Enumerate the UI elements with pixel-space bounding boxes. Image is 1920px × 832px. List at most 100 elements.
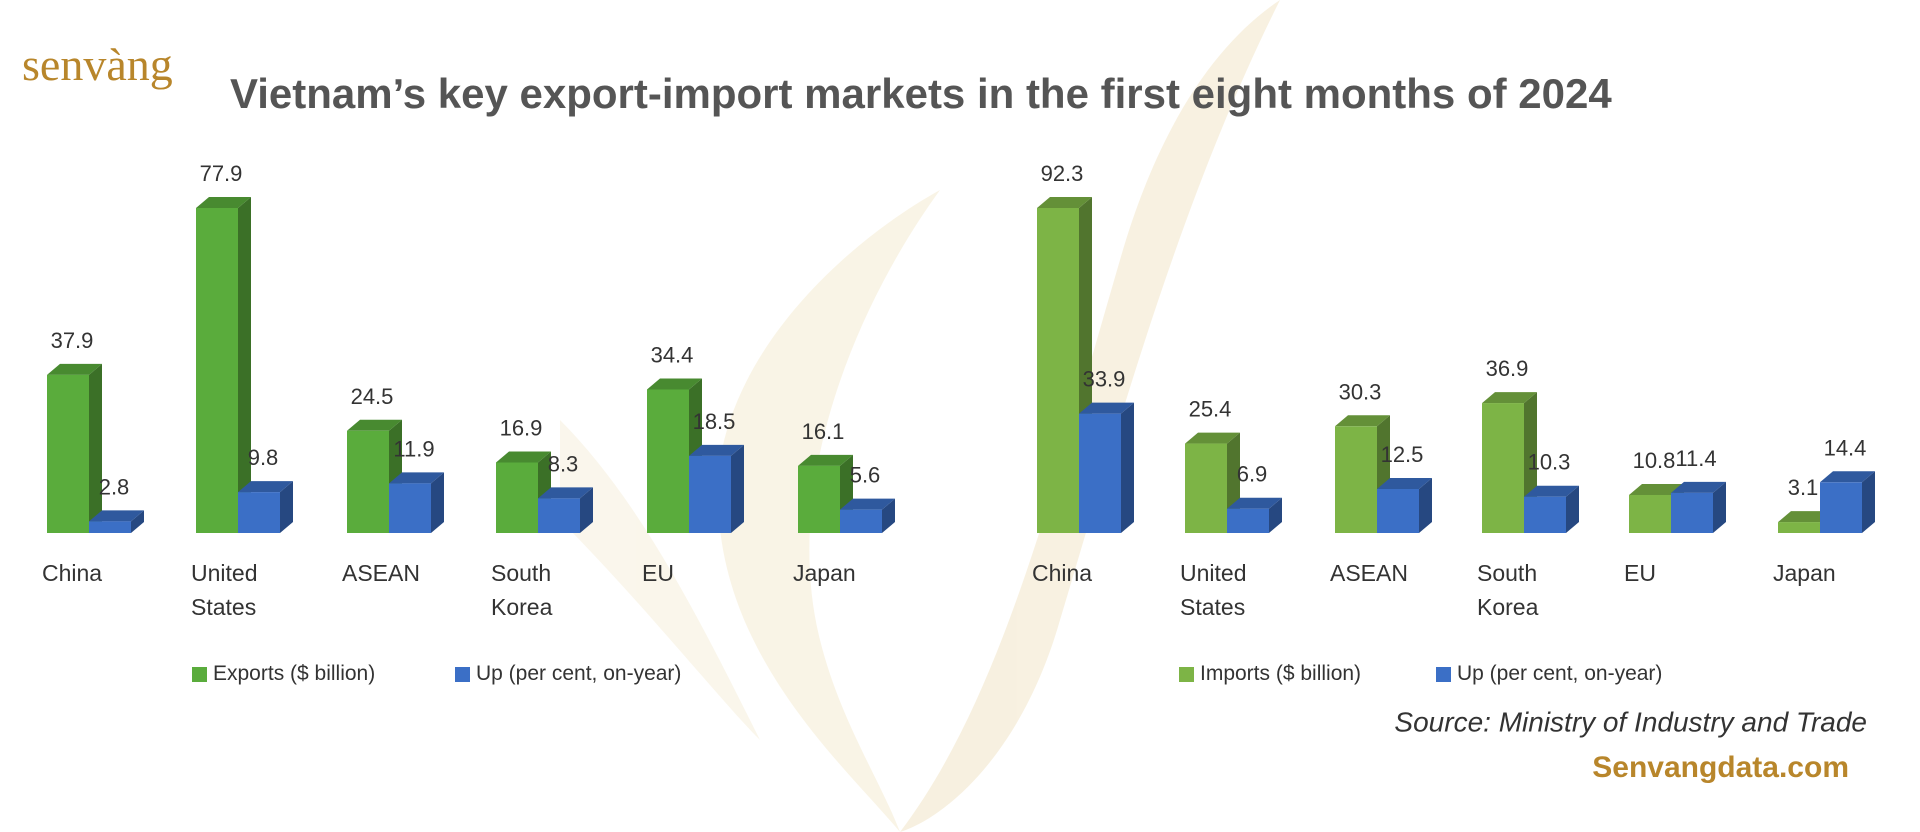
- bar: [1037, 208, 1079, 533]
- bar-top: [1778, 511, 1833, 523]
- bar-side: [238, 197, 251, 533]
- bar-side: [1419, 477, 1432, 533]
- x-tick-label: Japan: [1773, 560, 1836, 586]
- bar-top: [496, 451, 551, 463]
- bar-top: [689, 444, 744, 456]
- x-tick-label: South Korea: [1477, 560, 1539, 620]
- bar-top: [1629, 483, 1684, 495]
- legend-label: Exports ($ billion): [213, 662, 376, 685]
- bar: [389, 483, 431, 533]
- legend-item: Imports ($ billion): [1179, 662, 1361, 686]
- x-tick-label: EU: [1624, 560, 1656, 586]
- bar-side: [1862, 471, 1875, 533]
- bar-side: [731, 444, 744, 533]
- legend-swatch: [455, 666, 470, 682]
- legend-label: Up (per cent, on-year): [1457, 662, 1663, 685]
- bar-top: [1227, 497, 1282, 509]
- bar-top: [647, 378, 702, 390]
- legend-label: Imports ($ billion): [1200, 662, 1362, 685]
- value-label: 12.5: [1381, 442, 1424, 467]
- value-label: 37.9: [51, 328, 94, 353]
- bar: [1482, 403, 1524, 533]
- bar-side: [280, 481, 293, 533]
- bar: [238, 492, 280, 533]
- bar-top: [196, 197, 251, 208]
- bar-top: [89, 510, 144, 522]
- bar-side: [131, 510, 144, 533]
- bar-side: [1566, 485, 1579, 533]
- bar-top: [389, 472, 444, 484]
- x-tick-label: China: [42, 560, 103, 586]
- value-label: 92.3: [1041, 161, 1084, 186]
- value-label: 10.8: [1633, 448, 1676, 473]
- bar-side: [431, 472, 444, 533]
- value-label: 34.4: [651, 342, 694, 367]
- value-label: 30.3: [1339, 379, 1382, 404]
- bar: [347, 430, 389, 533]
- value-label: 11.9: [393, 436, 434, 461]
- bar-top: [1820, 471, 1875, 483]
- value-label: 3.1: [1788, 475, 1819, 500]
- bar: [1820, 482, 1862, 533]
- bar-side: [882, 498, 895, 533]
- value-label: 25.4: [1189, 397, 1232, 422]
- bar-top: [538, 487, 593, 499]
- bar-top: [1671, 481, 1726, 493]
- bar-top: [1377, 477, 1432, 489]
- bar: [1079, 413, 1121, 533]
- value-label: 11.4: [1675, 446, 1716, 471]
- source: Source: Ministry of Industry and Trade: [1394, 706, 1867, 737]
- x-tick-label: South Korea: [491, 560, 553, 620]
- chart-title: Vietnam’s key export-import markets in t…: [230, 70, 1612, 117]
- bar: [840, 509, 882, 533]
- bar-top: [1335, 415, 1390, 427]
- x-tick-label: Japan: [793, 560, 856, 586]
- legend-item: Up (per cent, on-year): [455, 662, 681, 686]
- bar-top: [798, 454, 853, 466]
- value-label: 77.9: [200, 161, 243, 186]
- bar: [496, 462, 538, 533]
- bar-top: [347, 419, 402, 431]
- value-label: 24.5: [351, 384, 394, 409]
- value-label: 14.4: [1824, 435, 1867, 460]
- bar-side: [1713, 481, 1726, 533]
- bar-top: [840, 498, 895, 510]
- bar-top: [1079, 402, 1134, 414]
- legend-swatch: [192, 666, 207, 682]
- value-label: 2.8: [99, 474, 130, 499]
- bar: [1671, 492, 1713, 533]
- x-tick-label: ASEAN: [1330, 560, 1408, 586]
- bar: [47, 374, 89, 533]
- bar: [538, 498, 580, 533]
- bar: [1185, 443, 1227, 533]
- bar-side: [580, 487, 593, 533]
- value-label: 6.9: [1237, 462, 1268, 487]
- legend-label: Up (per cent, on-year): [476, 662, 682, 685]
- bar-top: [1185, 432, 1240, 444]
- bar-top: [238, 481, 293, 493]
- bar: [1524, 496, 1566, 533]
- x-tick-label: United States: [1180, 560, 1247, 620]
- value-label: 33.9: [1083, 367, 1126, 392]
- bar: [1335, 426, 1377, 533]
- value-label: 18.5: [693, 409, 736, 434]
- bar: [1778, 522, 1820, 533]
- value-label: 8.3: [548, 451, 579, 476]
- value-label: 5.6: [850, 463, 881, 488]
- bar: [647, 389, 689, 533]
- x-tick-label: EU: [642, 560, 674, 586]
- bar: [89, 521, 131, 533]
- website: Senvangdata.com: [1592, 751, 1849, 784]
- bar-side: [89, 363, 102, 533]
- bar-top: [1037, 197, 1092, 208]
- x-tick-label: United States: [191, 560, 258, 620]
- value-label: 10.3: [1528, 450, 1571, 475]
- legend-swatch: [1436, 666, 1451, 682]
- legend-item: Exports ($ billion): [192, 662, 375, 686]
- bar: [1227, 508, 1269, 533]
- value-label: 36.9: [1486, 356, 1529, 381]
- logo: senvàng: [22, 39, 173, 90]
- bar-top: [1524, 485, 1579, 497]
- bar: [196, 208, 238, 533]
